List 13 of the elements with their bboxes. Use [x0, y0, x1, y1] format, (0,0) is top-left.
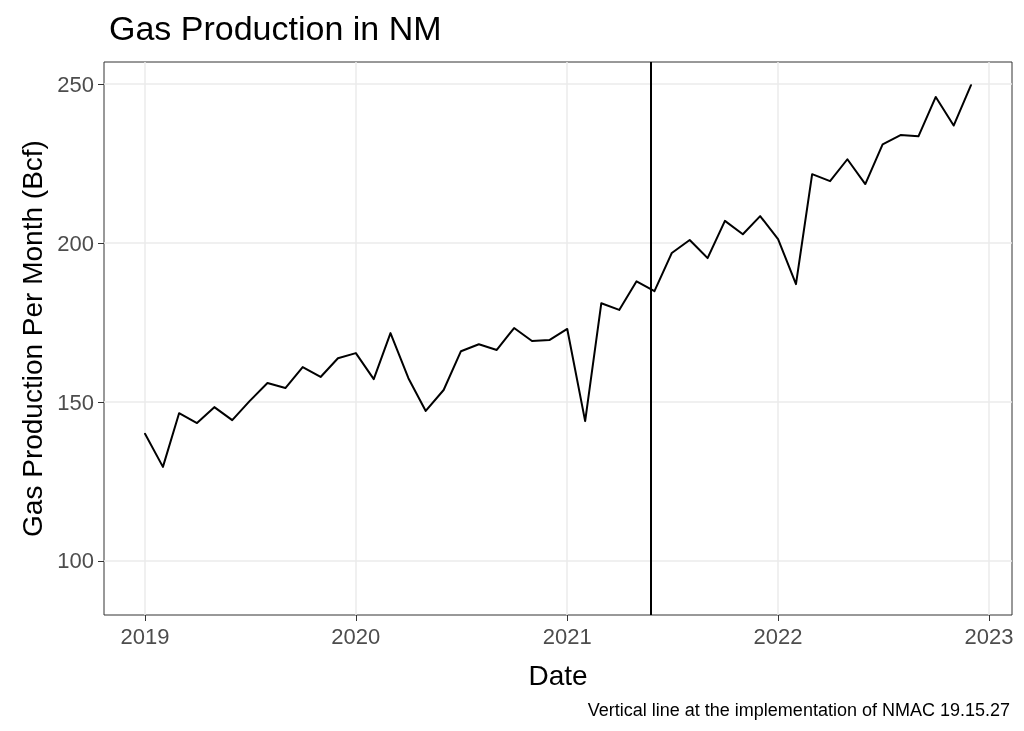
y-tick-label: 100	[57, 548, 94, 574]
y-tick-label: 200	[57, 230, 94, 256]
y-tick-label: 250	[57, 71, 94, 97]
x-tick-label: 2022	[753, 623, 803, 649]
x-tick-label: 2020	[331, 623, 381, 649]
x-tick-label: 2019	[120, 623, 170, 649]
x-tick-label: 2021	[542, 623, 592, 649]
text: Vertical line at the implementation of NMAC 19.15.27	[587, 700, 1011, 720]
x-axis-title: Date	[528, 659, 588, 691]
y-tick-label: 150	[57, 389, 94, 415]
x-tick-label: 2023	[964, 623, 1014, 649]
chart-title: Gas Production in NM	[109, 9, 442, 47]
y-axis-title: Gas Production Per Month (Bcf)	[16, 140, 48, 537]
